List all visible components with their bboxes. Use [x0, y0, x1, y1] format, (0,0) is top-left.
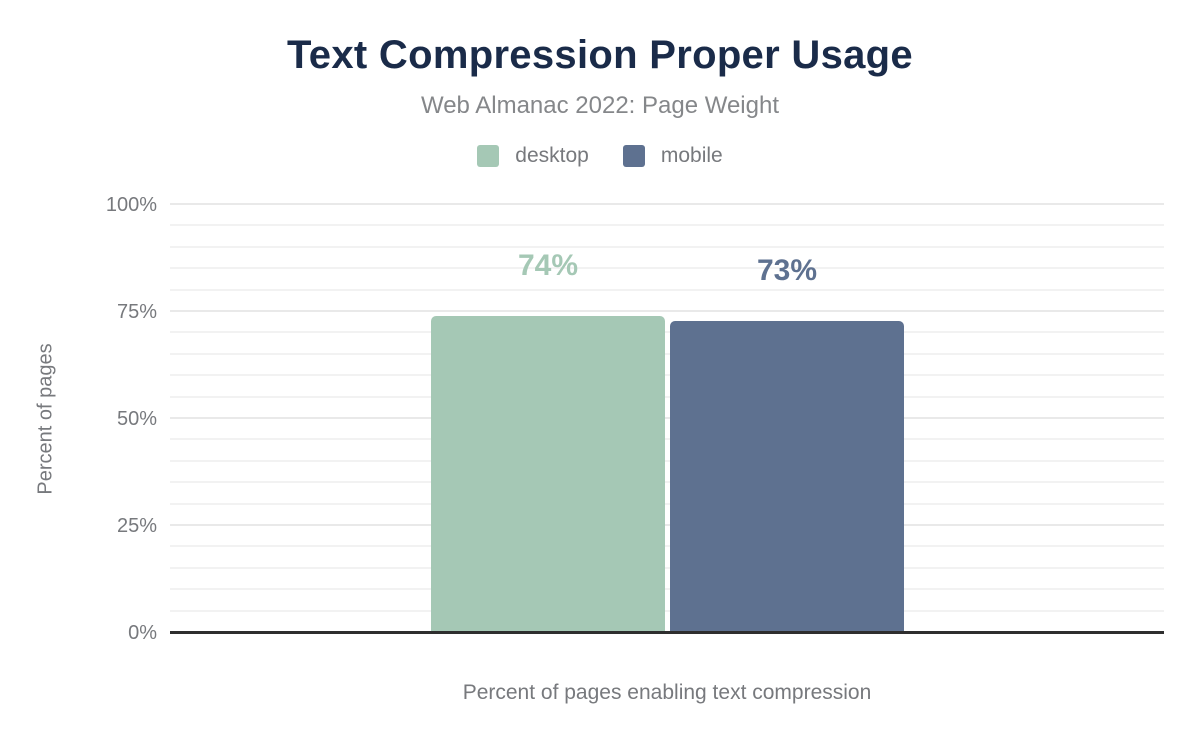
- plot-area: 74% 73%: [170, 203, 1164, 634]
- gridline-75: [170, 310, 1164, 312]
- legend: desktop mobile: [0, 144, 1200, 168]
- chart-title: Text Compression Proper Usage: [287, 33, 913, 77]
- y-tick-label-50: 50%: [116, 408, 157, 430]
- gridline-65: [170, 353, 1164, 355]
- y-tick-label-0: 0%: [128, 622, 157, 644]
- gridline-35: [170, 481, 1164, 483]
- legend-item-mobile[interactable]: mobile: [622, 144, 723, 168]
- gridline-50: [170, 417, 1164, 419]
- gridline-30: [170, 503, 1164, 505]
- y-tick-label-75: 75%: [116, 301, 157, 323]
- bar-value-label-desktop: 74%: [517, 249, 579, 282]
- gridline-45: [170, 438, 1164, 440]
- y-tick-label-25: 25%: [116, 515, 157, 537]
- legend-swatch-desktop-icon: [477, 145, 500, 167]
- bar-desktop[interactable]: [431, 316, 665, 633]
- x-axis-line: [170, 631, 1164, 634]
- gridline-80: [170, 289, 1164, 291]
- gridline-20: [170, 545, 1164, 547]
- legend-swatch-mobile-icon: [622, 145, 645, 167]
- gridline-100: [170, 203, 1164, 205]
- bar-value-label-mobile: 73%: [756, 254, 818, 287]
- gridline-95: [170, 224, 1164, 226]
- gridline-90: [170, 246, 1164, 248]
- gridline-60: [170, 374, 1164, 376]
- legend-label-mobile: mobile: [660, 144, 723, 167]
- gridline-15: [170, 567, 1164, 569]
- gridline-70: [170, 331, 1164, 333]
- chart-subtitle: Web Almanac 2022: Page Weight: [420, 92, 779, 119]
- gridline-10: [170, 588, 1164, 590]
- gridline-5: [170, 610, 1164, 612]
- x-axis-title: Percent of pages enabling text compressi…: [462, 681, 872, 704]
- bar-mobile[interactable]: [670, 321, 904, 633]
- legend-item-desktop[interactable]: desktop: [477, 144, 589, 168]
- gridline-25: [170, 524, 1164, 526]
- gridline-40: [170, 460, 1164, 462]
- legend-label-desktop: desktop: [515, 144, 589, 167]
- y-tick-label-100: 100%: [105, 194, 157, 216]
- gridline-55: [170, 396, 1164, 398]
- gridline-85: [170, 267, 1164, 269]
